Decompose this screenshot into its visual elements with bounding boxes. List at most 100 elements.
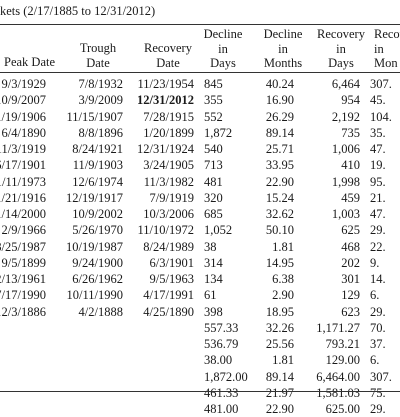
cell-recovery-days: 129 [341,288,360,303]
cell-recovery-days: 301 [341,272,360,286]
cell-recovery-months: 47. [370,142,386,156]
cell-peak: 10/9/2007 [0,93,46,108]
cell-decline-months: 1.81 [272,353,294,368]
cell-recovery-months: 14. [370,272,386,286]
table-row: 2/9/1966 5/26/1970 11/10/1972 1,052 50.10 625… [0,222,400,238]
cell-recovery-days: 1,171.27 [316,320,360,335]
cell-decline-months: 21.97 [265,385,294,400]
cell-decline-days: 536.79 [204,337,239,351]
header-peak-date: Peak Date [4,55,56,69]
table-row: 11/3/1919 8/24/1921 12/31/1924 540 25.71 1,00… [0,141,400,157]
cell-decline-months: 25.56 [265,337,294,351]
cell-decline-days: 355 [204,93,223,108]
cell-decline-months: 16.90 [265,93,294,108]
cell-recovery-days: 6,464 [331,77,360,91]
cell-recovery: 7/9/1919 [149,190,194,205]
table-row: 536.79 25.56 793.21 37. [0,336,400,352]
cell-decline-days: 134 [204,272,223,286]
cell-decline-days: 552 [204,109,223,124]
cell-decline-months: 32.62 [265,207,294,221]
cell-recovery-days: 459 [341,190,360,205]
table-row: 10/9/2007 3/9/2009 12/31/2012 355 16.90 954 45… [0,92,400,108]
cell-decline-months: 6.38 [272,272,294,286]
cell-decline-days: 461.33 [204,385,239,400]
cell-trough: 9/24/1900 [72,255,123,270]
table-row: 38.00 1.81 129.00 6. [0,352,400,368]
cell-recovery-days: 468 [341,239,360,254]
cell-recovery-months: 75. [370,385,386,400]
table-row: 481.00 22.90 625.00 29. [0,401,400,417]
cell-recovery: 1/20/1899 [143,125,194,140]
cell-peak: 2/9/1966 [1,223,46,238]
cell-recovery-months: 6. [370,288,380,303]
table-row: 12/3/1886 4/2/1888 4/25/1890 398 18.95 623 29. [0,304,400,320]
cell-recovery-months: 6. [370,353,380,368]
cell-decline-days: 38.00 [204,353,233,368]
header-trough-date: Trough Date [79,41,117,70]
cell-recovery-days: 129.00 [325,353,360,368]
cell-recovery-days: 625 [341,223,360,238]
cell-recovery: 9/5/1963 [149,272,194,286]
cell-recovery-days: 6,464.00 [316,369,360,384]
cell-decline-days: 61 [204,288,217,303]
cell-recovery-months: 47. [370,207,386,221]
cell-recovery-days: 1,581.03 [316,385,360,400]
cell-recovery-days: 1,003 [331,207,360,221]
cell-peak: 9/5/1899 [1,255,46,270]
table-row: 461.33 21.97 1,581.03 75. [0,385,400,401]
header-decline-months: Decline in Months [263,27,303,70]
cell-peak: 1/19/1906 [0,109,46,124]
cell-decline-months: 14.95 [265,255,294,270]
cell-decline-months: 89.14 [265,369,294,384]
table-row: 1/14/2000 10/9/2002 10/3/2006 685 32.62 1,003… [0,206,400,222]
cell-recovery-days: 625.00 [325,402,360,416]
cell-trough: 10/11/1990 [66,288,123,303]
cell-decline-months: 2.90 [272,288,294,303]
cell-recovery: 12/31/1924 [137,142,194,156]
cell-peak: 7/17/1990 [0,288,46,303]
cell-peak: 1/11/1973 [0,174,46,189]
cell-peak: 11/3/1919 [0,142,46,156]
cell-decline-months: 26.29 [265,109,294,124]
cell-recovery-months: 307. [370,77,392,91]
cell-recovery-months: 95. [370,174,386,189]
cell-recovery-days: 793.21 [325,337,360,351]
cell-decline-days: 845 [204,77,223,91]
cell-decline-months: 50.10 [265,223,294,238]
cell-recovery: 11/10/1972 [137,223,194,238]
cell-recovery-days: 2,192 [331,109,360,124]
cell-recovery-months: 104. [370,109,392,124]
cell-recovery: 10/3/2006 [143,207,194,221]
header-recovery-months: Recov in Mon [374,27,400,70]
cell-decline-days: 685 [204,207,223,221]
cell-recovery-months: 70. [370,320,386,335]
cell-trough: 11/9/1903 [72,158,123,173]
cell-decline-months: 32.26 [265,320,294,335]
cell-recovery-months: 307. [370,369,392,384]
cell-trough: 4/2/1888 [78,304,123,319]
cell-trough: 5/26/1970 [72,223,123,238]
cell-decline-days: 481 [204,174,223,189]
cell-recovery-days: 735 [341,125,360,140]
cell-recovery-months: 37. [370,337,386,351]
header-recovery-days: Recovery in Days [317,27,365,70]
cell-recovery-months: 35. [370,125,386,140]
cell-recovery-days: 954 [341,93,360,108]
cell-decline-months: 40.24 [265,77,294,91]
header-decline-days: Decline in Days [203,27,243,70]
drawdown-table: 9/3/1929 7/8/1932 11/23/1954 845 40.24 6,464 3… [0,76,400,417]
cell-decline-months: 1.81 [272,239,294,254]
header-recovery-date: Recovery Date [144,41,192,70]
top-rule [0,24,400,25]
cell-recovery: 8/24/1989 [143,239,194,254]
cell-decline-months: 25.71 [265,142,294,156]
cell-trough: 8/24/1921 [72,142,123,156]
table-row: 7/17/1990 10/11/1990 4/17/1991 61 2.90 129 6. [0,287,400,303]
table-row: 1,872.00 89.14 6,464.00 307. [0,369,400,385]
cell-decline-days: 314 [204,255,223,270]
cell-decline-days: 1,872 [204,125,233,140]
cell-decline-months: 15.24 [265,190,294,205]
cell-recovery-days: 410 [341,158,360,173]
table-row: 6/17/1901 11/9/1903 3/24/1905 713 33.95 410 19… [0,157,400,173]
cell-decline-months: 22.90 [265,174,294,189]
